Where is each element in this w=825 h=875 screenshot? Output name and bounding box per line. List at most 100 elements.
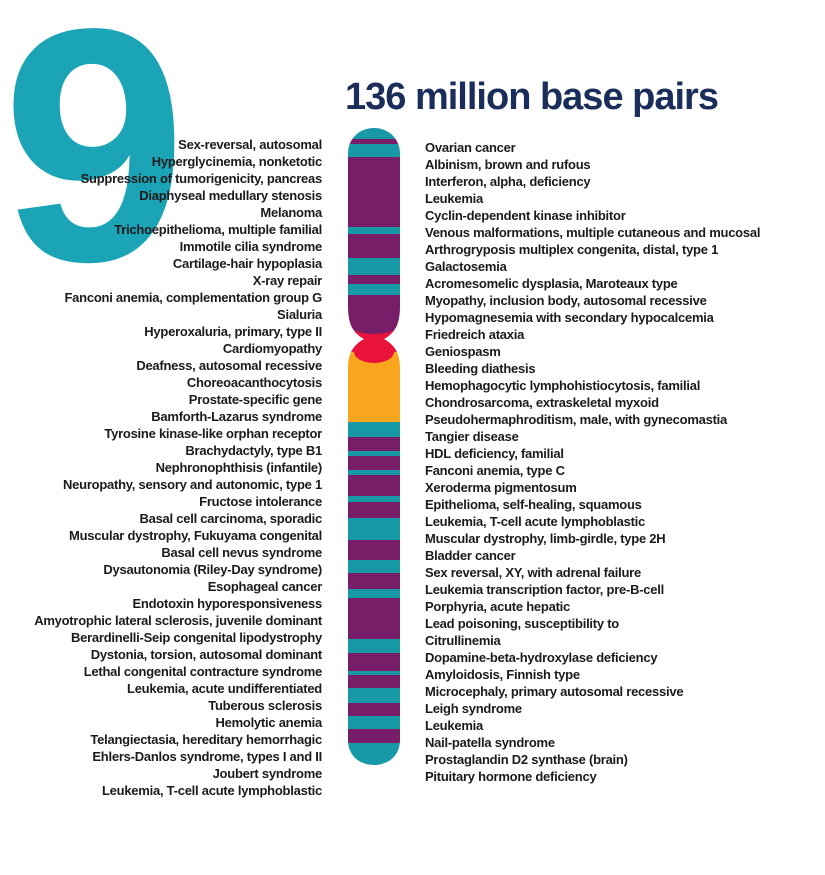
disease-label: Fructose intolerance [199, 494, 322, 509]
chromosome-band [348, 639, 400, 653]
chromosome-band [348, 157, 400, 227]
chromosome-band [348, 451, 400, 456]
disease-label: Leukemia, T-cell acute lymphoblastic [425, 514, 646, 529]
disease-label: Pituitary hormone deficiency [425, 769, 597, 784]
disease-label: Hyperglycinemia, nonketotic [151, 154, 323, 169]
red-dome [354, 341, 394, 363]
purple-dome [348, 312, 400, 334]
disease-label: Chondrosarcoma, extraskeletal myxoid [425, 395, 659, 410]
disease-label: Lethal congenital contracture syndrome [83, 664, 323, 679]
disease-label: Interferon, alpha, deficiency [425, 174, 591, 189]
disease-label: Leukemia, acute undifferentiated [127, 681, 322, 696]
chromosome-band [348, 743, 400, 765]
disease-label: Tuberous sclerosis [208, 698, 322, 713]
disease-label: Citrullinemia [425, 633, 501, 648]
disease-label: X-ray repair [252, 273, 323, 288]
disease-label: Suppression of tumorigenicity, pancreas [80, 171, 323, 186]
disease-label: Leigh syndrome [425, 701, 522, 716]
chromosome-band [348, 227, 400, 234]
disease-label: Melanoma [260, 205, 322, 220]
chromosome-band [348, 496, 400, 502]
disease-label: Pseudohermaphroditism, male, with gyneco… [425, 412, 728, 427]
disease-label: Basal cell nevus syndrome [161, 545, 322, 560]
disease-label: Diaphyseal medullary stenosis [139, 188, 322, 203]
chromosome-band [348, 284, 400, 295]
disease-label: Friedreich ataxia [425, 327, 525, 342]
disease-label: Hemophagocytic lymphohistiocytosis, fami… [425, 378, 701, 393]
disease-label: Hemolytic anemia [215, 715, 322, 730]
disease-label: Amyloidosis, Finnish type [425, 667, 580, 682]
chromosome-band [348, 475, 400, 496]
disease-label: Muscular dystrophy, limb-girdle, type 2H [425, 531, 666, 546]
chromosome-band [348, 518, 400, 540]
disease-label: Fanconi anemia, type C [425, 463, 565, 478]
chromosome-band [348, 456, 400, 470]
disease-label: Berardinelli-Seip congenital lipodystrop… [71, 630, 322, 645]
disease-label: Basal cell carcinoma, sporadic [139, 511, 322, 526]
disease-label: Deafness, autosomal recessive [136, 358, 322, 373]
disease-label: Xeroderma pigmentosum [425, 480, 577, 495]
disease-label: Brachydactyly, type B1 [185, 443, 322, 458]
chromosome-band [348, 729, 400, 743]
chromosome-band [348, 589, 400, 598]
chromosome-band [348, 688, 400, 703]
disease-label: Lead poisoning, susceptibility to [425, 616, 619, 631]
disease-label: Arthrogryposis multiplex congenita, dist… [425, 242, 719, 257]
chromosome-band [348, 437, 400, 451]
disease-label: Sialuria [277, 307, 322, 322]
disease-label: Venous malformations, multiple cutaneous… [425, 225, 761, 240]
chromosome-band [348, 653, 400, 671]
disease-label: Neuropathy, sensory and autonomic, type … [63, 477, 322, 492]
chromosome-band [348, 560, 400, 573]
disease-label: Esophageal cancer [207, 579, 323, 594]
disease-label: Joubert syndrome [212, 766, 323, 781]
disease-label: Microcephaly, primary autosomal recessiv… [425, 684, 684, 699]
disease-label: Leukemia transcription factor, pre-B-cel… [425, 582, 664, 597]
disease-label: Cyclin-dependent kinase inhibitor [425, 208, 626, 223]
disease-label: Choreoacanthocytosis [186, 375, 322, 390]
left-disease-list: Sex-reversal, autosomal Hyperglycinemia, … [0, 136, 322, 799]
disease-label: Hypomagnesemia with secondary hypocalcem… [425, 310, 714, 325]
disease-label: Leukemia, T-cell acute lymphoblastic [101, 783, 322, 798]
chromosome-number: 9 [2, 0, 187, 331]
disease-label: Cardiomyopathy [222, 341, 322, 356]
disease-label: Bleeding diathesis [425, 361, 536, 376]
disease-label: Immotile cilia syndrome [179, 239, 323, 254]
disease-label: Nephronophthisis (infantile) [155, 460, 323, 475]
disease-label: Bamforth-Lazarus syndrome [151, 409, 322, 424]
disease-label: Tangier disease [425, 429, 519, 444]
disease-label: Fanconi anemia, complementation group G [64, 290, 322, 305]
disease-label: Sex reversal, XY, with adrenal failure [425, 565, 641, 580]
chromosome-band [348, 502, 400, 518]
disease-label: Epithelioma, self-healing, squamous [425, 497, 642, 512]
disease-label: Hyperoxaluria, primary, type II [144, 324, 322, 339]
disease-label: Dysautonomia (Riley-Day syndrome) [103, 562, 322, 577]
chromosome-band [348, 573, 400, 589]
disease-label: Prostate-specific gene [188, 392, 322, 407]
disease-label: HDL deficiency, familial [425, 446, 564, 461]
chromosome-band [348, 598, 400, 639]
disease-label: Trichoepithelioma, multiple familial [114, 222, 322, 237]
disease-label: Telangiectasia, hereditary hemorrhagic [90, 732, 322, 747]
disease-label: Dystonia, torsion, autosomal dominant [90, 647, 323, 662]
chromosome-band [348, 139, 400, 144]
disease-label: Acromesomelic dysplasia, Maroteaux type [425, 276, 678, 291]
chromosome-band [348, 540, 400, 560]
disease-label: Cartilage-hair hypoplasia [172, 256, 322, 271]
disease-label: Ehlers-Danlos syndrome, types I and II [92, 749, 322, 764]
disease-label: Ovarian cancer [425, 140, 516, 155]
disease-label: Bladder cancer [425, 548, 516, 563]
disease-label: Myopathy, inclusion body, autosomal rece… [425, 293, 707, 308]
chromosome-band [348, 128, 400, 139]
disease-label: Dopamine-beta-hydroxylase deficiency [425, 650, 658, 665]
disease-label: Tyrosine kinase-like orphan receptor [104, 426, 322, 441]
chromosome-band [348, 275, 400, 284]
chromosome-band [348, 258, 400, 275]
disease-label: Albinism, brown and rufous [425, 157, 591, 172]
chromosome-band [348, 422, 400, 437]
disease-label: Prostaglandin D2 synthase (brain) [425, 752, 628, 767]
chromosome-band [348, 675, 400, 688]
disease-label: Geniospasm [425, 344, 501, 359]
